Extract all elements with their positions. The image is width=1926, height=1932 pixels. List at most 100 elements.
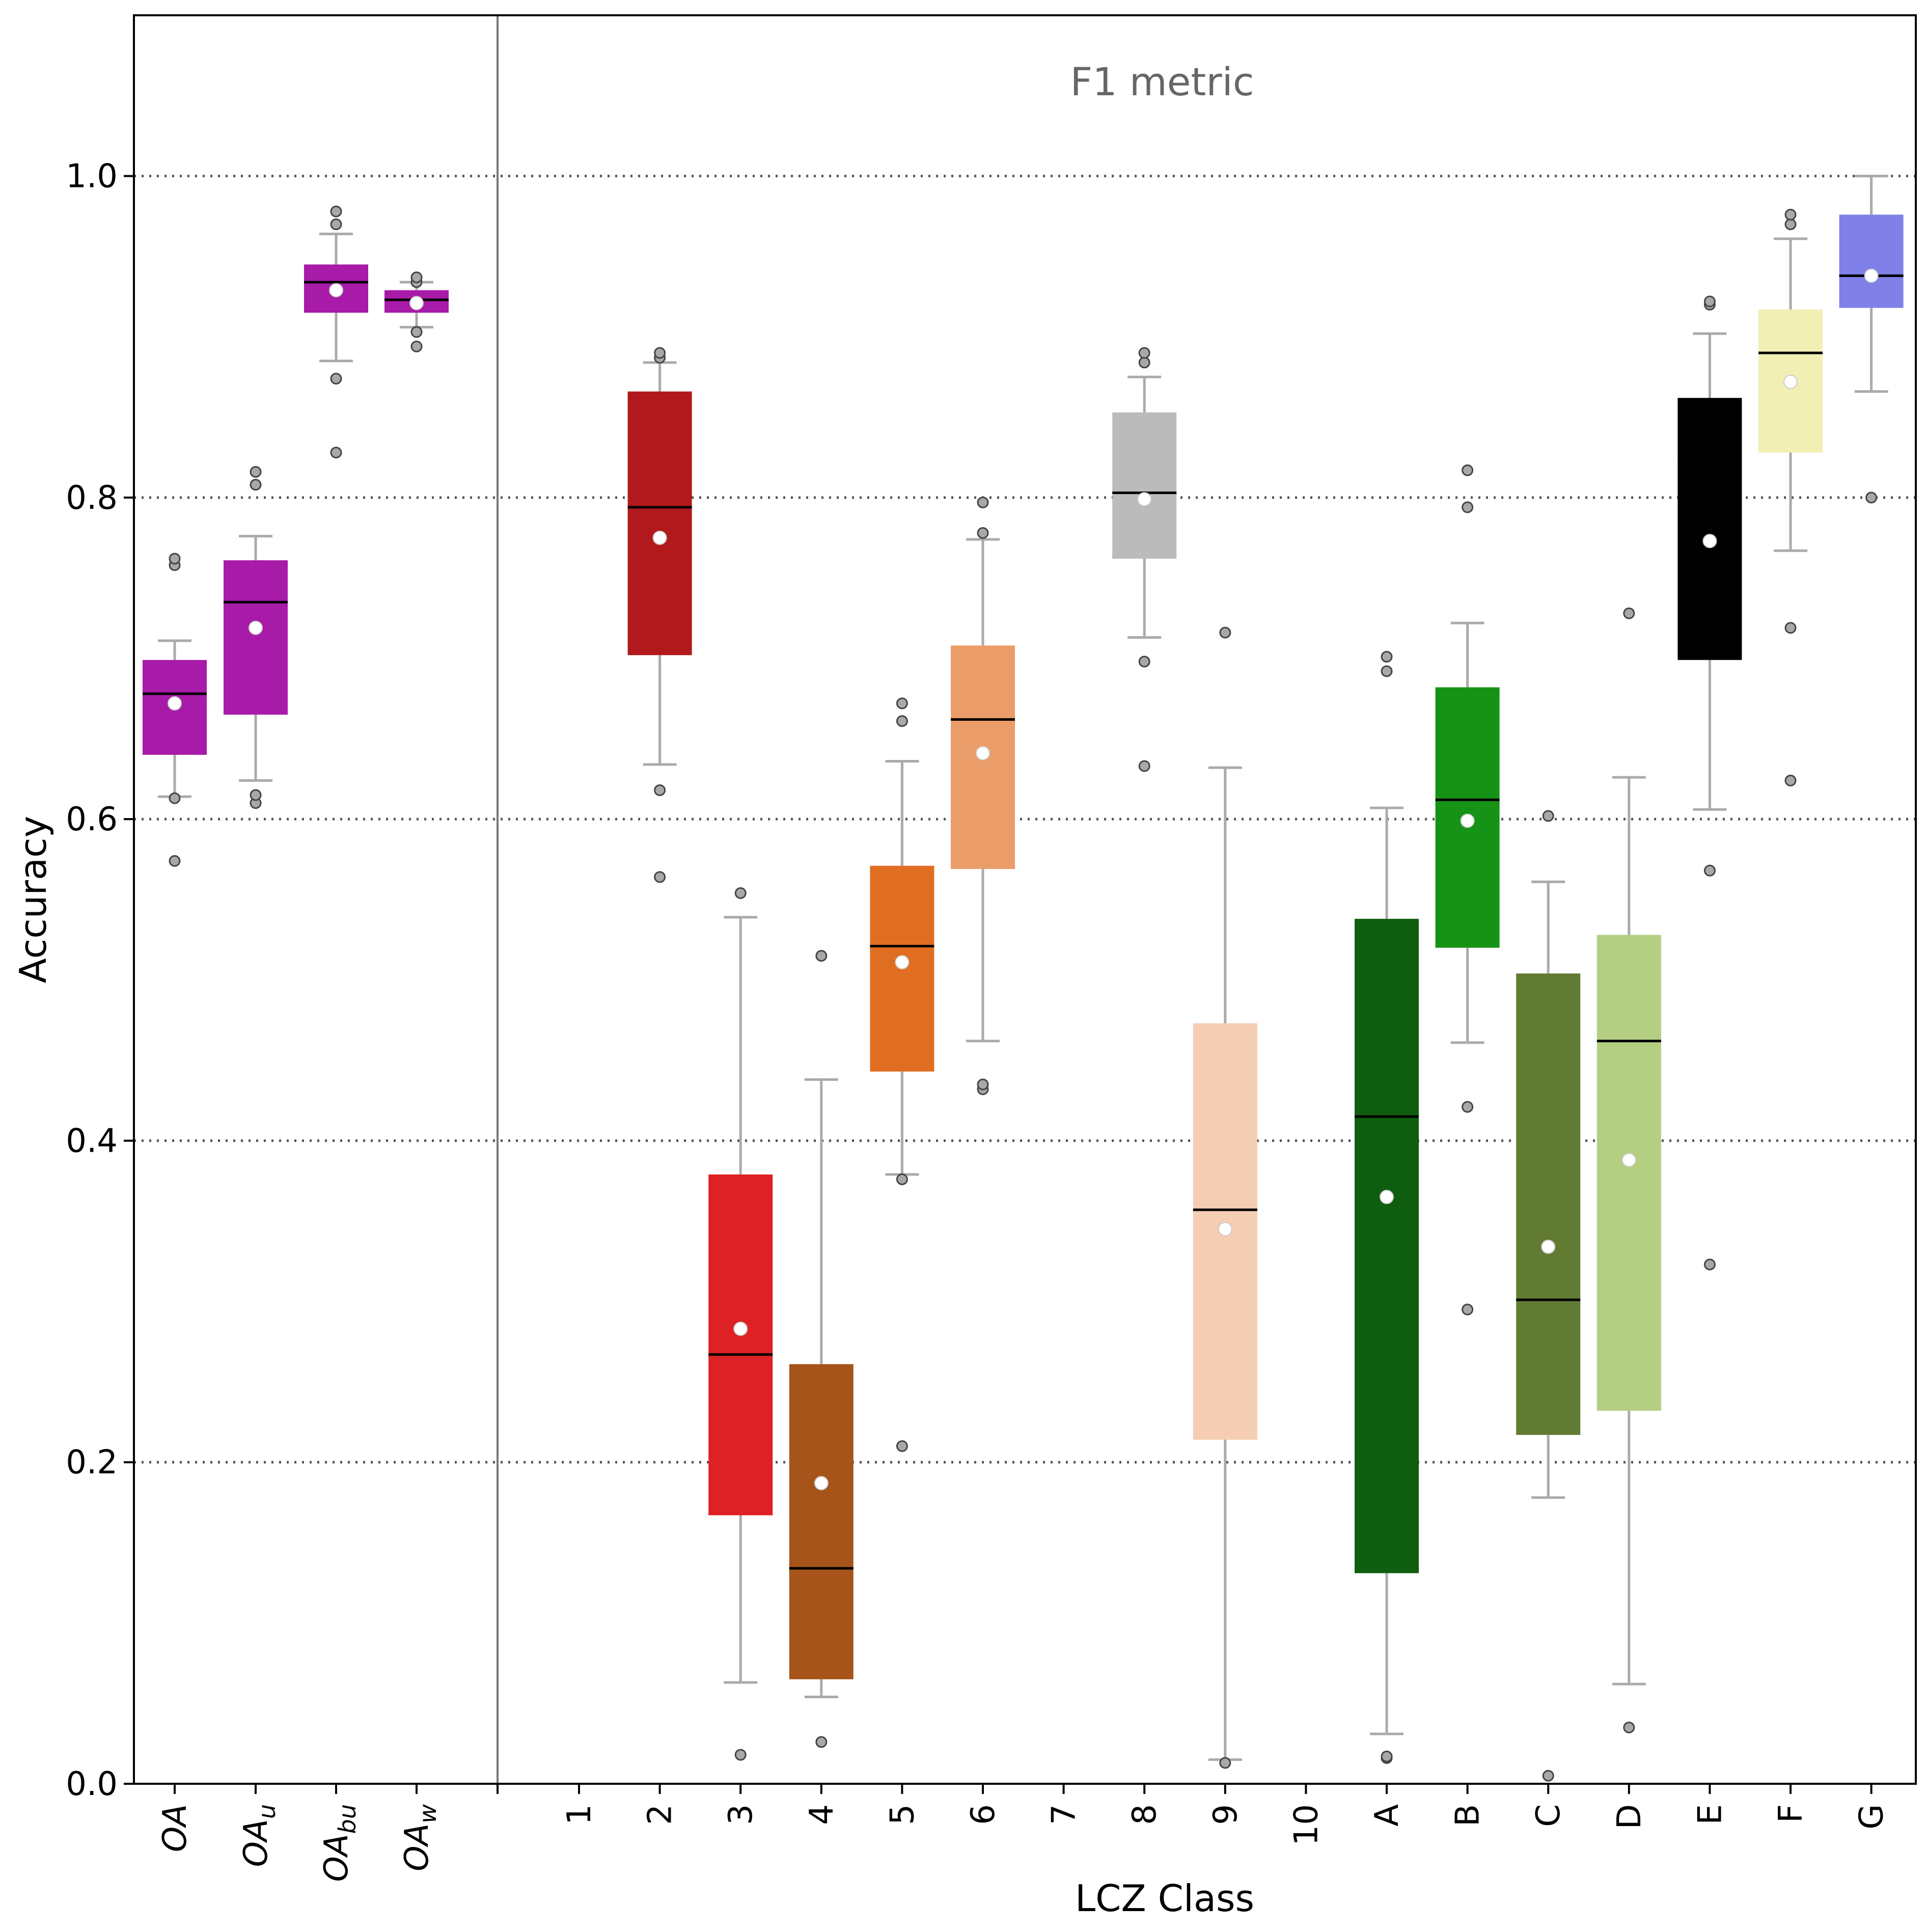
x-tick-label: 10 <box>1287 1804 1325 1845</box>
lcz-box-8 <box>1112 347 1177 772</box>
outlier-point <box>1623 607 1635 619</box>
y-tick-label: 0.6 <box>66 801 118 838</box>
x-tick-label-base: OA <box>398 1824 436 1871</box>
iqr-box <box>789 1364 854 1679</box>
mean-point <box>1460 813 1475 828</box>
outlier-point <box>330 218 342 230</box>
y-tick-label: 0.0 <box>66 1765 118 1803</box>
overall-box-OAu <box>224 466 288 809</box>
x-tick-label-subscript: w <box>414 1804 442 1824</box>
iqr-box <box>224 560 288 715</box>
chart-annotation: F1 metric <box>1070 59 1254 104</box>
x-tick-label: 1 <box>561 1804 598 1825</box>
y-tick-label: 0.8 <box>66 479 118 517</box>
mean-point <box>1137 492 1152 507</box>
x-tick-label: 3 <box>722 1804 760 1825</box>
y-tick-label: 0.4 <box>66 1122 118 1160</box>
outlier-point <box>410 340 423 352</box>
outlier-point <box>169 855 181 867</box>
outlier-point <box>1703 295 1716 308</box>
mean-point <box>814 1476 829 1490</box>
x-tick-label: 4 <box>803 1804 841 1825</box>
outlier-point <box>1462 1101 1474 1113</box>
x-tick-label: 5 <box>884 1804 921 1825</box>
outlier-point <box>977 496 989 508</box>
outlier-point <box>1381 665 1393 677</box>
outlier-point <box>1219 1757 1231 1769</box>
outlier-point <box>1462 501 1474 513</box>
x-tick-label: OAu <box>237 1804 281 1867</box>
x-axis-title: LCZ Class <box>1075 1877 1254 1920</box>
x-tick-label: 9 <box>1207 1804 1245 1825</box>
outlier-point <box>1138 347 1150 359</box>
lcz-box-5 <box>870 697 934 1452</box>
lcz-box-3 <box>708 887 773 1761</box>
mean-point <box>976 746 990 760</box>
box-series <box>143 175 1904 1782</box>
mean-point <box>652 530 667 545</box>
lcz-box-9 <box>1193 627 1257 1769</box>
outlier-point <box>1381 650 1393 663</box>
outlier-point <box>1865 492 1878 504</box>
lcz-box-4 <box>789 949 854 1748</box>
outlier-point <box>250 479 262 491</box>
lcz-box-6 <box>951 496 1015 1095</box>
outlier-point <box>896 715 908 727</box>
x-tick-label: A <box>1368 1804 1406 1827</box>
lcz-box-F <box>1758 208 1823 786</box>
x-tick-label: OAbu <box>318 1804 361 1882</box>
outlier-point <box>896 1173 908 1185</box>
lcz-box-2 <box>627 347 692 883</box>
overall-box-OAbu <box>304 205 368 459</box>
outlier-point <box>815 949 828 962</box>
outlier-point <box>1381 1750 1393 1762</box>
outlier-point <box>330 447 342 459</box>
x-tick-label: 8 <box>1126 1804 1164 1825</box>
outlier-point <box>977 527 989 539</box>
outlier-point <box>1703 1258 1716 1270</box>
outlier-point <box>654 784 666 796</box>
outlier-point <box>410 326 423 338</box>
iqr-box <box>708 1174 773 1515</box>
outlier-point <box>734 1749 747 1761</box>
iqr-box <box>1597 935 1661 1411</box>
outlier-point <box>1784 622 1797 634</box>
x-tick-label: 2 <box>642 1804 679 1825</box>
outlier-point <box>1784 218 1797 230</box>
outlier-point <box>330 372 342 385</box>
x-tick-label: B <box>1449 1804 1487 1827</box>
iqr-box <box>1112 412 1177 559</box>
outlier-point <box>1138 357 1150 369</box>
x-tick-label: OAw <box>398 1804 442 1871</box>
outlier-point <box>654 347 666 359</box>
x-tick-label-base: OA <box>318 1834 355 1882</box>
mean-point <box>249 620 263 635</box>
mean-point <box>895 955 910 970</box>
mean-point <box>1783 374 1798 389</box>
x-tick-label: F <box>1772 1804 1810 1823</box>
mean-point <box>733 1321 748 1336</box>
lcz-box-A <box>1355 650 1419 1764</box>
outlier-point <box>250 789 262 801</box>
outlier-point <box>1623 1722 1635 1734</box>
outlier-point <box>896 1440 908 1452</box>
iqr-box <box>1839 214 1904 308</box>
outlier-point <box>1138 760 1150 772</box>
outlier-point <box>1462 464 1474 476</box>
mean-point <box>1541 1239 1556 1254</box>
mean-point <box>329 283 343 297</box>
outlier-point <box>250 466 262 478</box>
lcz-box-E <box>1677 295 1742 1270</box>
iqr-box <box>1355 918 1419 1573</box>
x-tick-label: C <box>1530 1804 1567 1827</box>
outlier-point <box>169 553 181 565</box>
outlier-point <box>1462 1303 1474 1316</box>
iqr-box <box>1677 398 1742 660</box>
mean-point <box>168 696 182 711</box>
outlier-point <box>977 1078 989 1091</box>
outlier-point <box>169 792 181 804</box>
y-tick-label: 0.2 <box>66 1444 118 1482</box>
iqr-box <box>627 391 692 656</box>
overall-box-OA <box>143 553 207 867</box>
